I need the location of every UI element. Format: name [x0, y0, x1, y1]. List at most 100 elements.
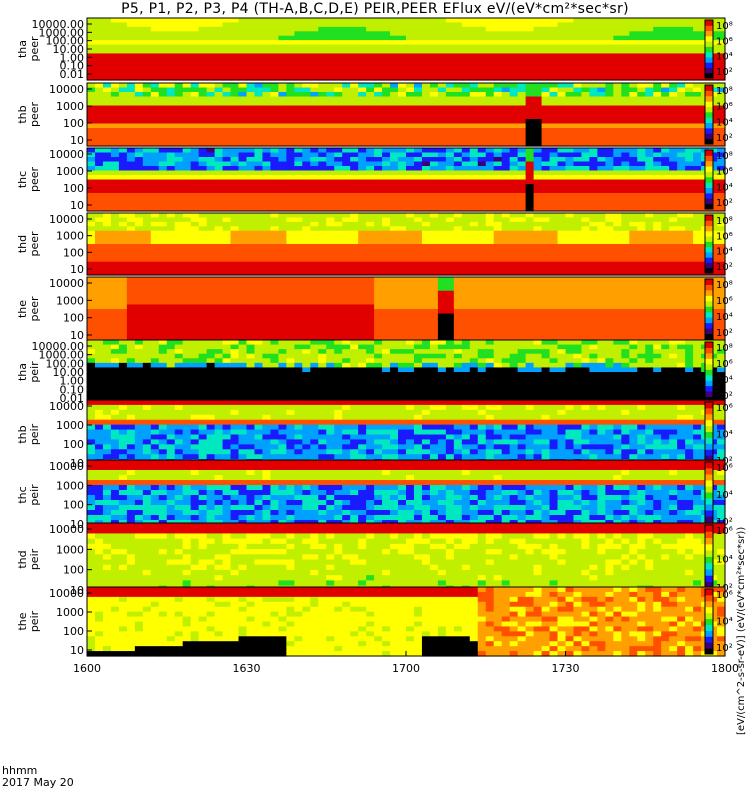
heatmap-cell [358, 197, 367, 203]
heatmap-cell [613, 35, 622, 41]
heatmap-cell [469, 71, 479, 77]
heatmap-cell [509, 53, 519, 59]
heatmap-cell [382, 141, 391, 147]
heatmap-cell [110, 252, 120, 258]
heatmap-cell [302, 252, 311, 258]
heatmap-cell [509, 170, 519, 176]
heatmap-cell [413, 206, 423, 212]
heatmap-cell [270, 318, 279, 324]
heatmap-cell [501, 119, 511, 125]
heatmap-cell [150, 331, 160, 338]
heatmap-cell [717, 166, 726, 172]
heatmap-cell [278, 261, 287, 267]
heatmap-cell [262, 105, 272, 111]
heatmap-cell [110, 248, 120, 254]
heatmap-cell [589, 87, 598, 93]
heatmap-cell [174, 327, 184, 333]
heatmap-cell [134, 53, 144, 59]
heatmap-cell [661, 31, 670, 37]
heatmap-cell [469, 235, 479, 241]
heatmap-cell [605, 184, 614, 190]
heatmap-cell [549, 157, 559, 163]
heatmap-cell [661, 57, 670, 63]
heatmap-cell [477, 202, 487, 208]
heatmap-cell [541, 132, 551, 138]
heatmap-cell [557, 184, 567, 190]
heatmap-cell [661, 252, 670, 258]
heatmap-cell [589, 148, 598, 154]
heatmap-cell [158, 44, 168, 50]
heatmap-cell [302, 44, 311, 50]
heatmap-cell [645, 188, 654, 194]
heatmap-cell [437, 217, 447, 223]
heatmap-cell [621, 40, 630, 46]
heatmap-cell [461, 44, 471, 50]
heatmap-cell [238, 327, 248, 333]
heatmap-cell [270, 331, 279, 338]
heatmap-cell [126, 53, 136, 59]
heatmap-cell [238, 261, 248, 267]
heatmap-cell [358, 270, 367, 276]
heatmap-cell [549, 188, 559, 194]
heatmap-cell [597, 71, 606, 77]
heatmap-cell [262, 114, 272, 120]
heatmap-cell [677, 31, 686, 37]
heatmap-cell [254, 44, 264, 50]
heatmap-cell [669, 193, 678, 199]
heatmap-cell [685, 197, 694, 203]
heatmap-cell [445, 31, 455, 37]
heatmap-cell [557, 270, 567, 276]
heatmap-cell [102, 62, 112, 68]
heatmap-cell [270, 114, 279, 120]
heatmap-cell [206, 137, 216, 143]
heatmap-cell [350, 179, 359, 185]
heatmap-cell [358, 248, 367, 254]
heatmap-cell [382, 244, 391, 250]
heatmap-cell [118, 71, 128, 77]
heatmap-cell [493, 92, 503, 98]
heatmap-cell [669, 66, 678, 72]
heatmap-cell [693, 197, 702, 203]
heatmap-cell [142, 322, 152, 328]
heatmap-cell [677, 179, 686, 185]
heatmap-cell [581, 197, 591, 203]
heatmap-cell [326, 18, 335, 24]
heatmap-cell [525, 128, 535, 134]
heatmap-cell [509, 110, 519, 116]
heatmap-cell [645, 18, 654, 24]
heatmap-cell [501, 230, 511, 236]
heatmap-cell [206, 336, 216, 342]
heatmap-cell [653, 166, 662, 172]
heatmap-cell [254, 75, 264, 81]
heatmap-cell [653, 119, 662, 125]
heatmap-cell [102, 26, 112, 32]
heatmap-cell [421, 179, 431, 185]
heatmap-cell [517, 248, 527, 254]
heatmap-cell [126, 75, 136, 81]
heatmap-cell [398, 35, 407, 41]
heatmap-cell [382, 75, 391, 81]
heatmap-cell [294, 226, 303, 232]
heatmap-cell [613, 197, 622, 203]
heatmap-cell [557, 96, 567, 102]
heatmap-cell [102, 235, 112, 241]
heatmap-cell [254, 57, 264, 63]
heatmap-cell [326, 226, 335, 232]
heatmap-cell [485, 114, 495, 120]
heatmap-cell [182, 83, 192, 89]
heatmap-cell [413, 40, 423, 46]
heatmap-cell [517, 235, 527, 241]
heatmap-cell [286, 44, 295, 50]
heatmap-cell [254, 179, 264, 185]
heatmap-cell [533, 248, 543, 254]
heatmap-cell [246, 257, 256, 263]
heatmap-cell [87, 83, 96, 89]
heatmap-cell [87, 141, 96, 147]
heatmap-cell [469, 230, 479, 236]
heatmap-cell [629, 40, 638, 46]
heatmap-cell [445, 179, 455, 185]
heatmap-cell [637, 226, 646, 232]
heatmap-cell [134, 257, 144, 263]
heatmap-cell [661, 184, 670, 190]
heatmap-cell [565, 96, 575, 102]
